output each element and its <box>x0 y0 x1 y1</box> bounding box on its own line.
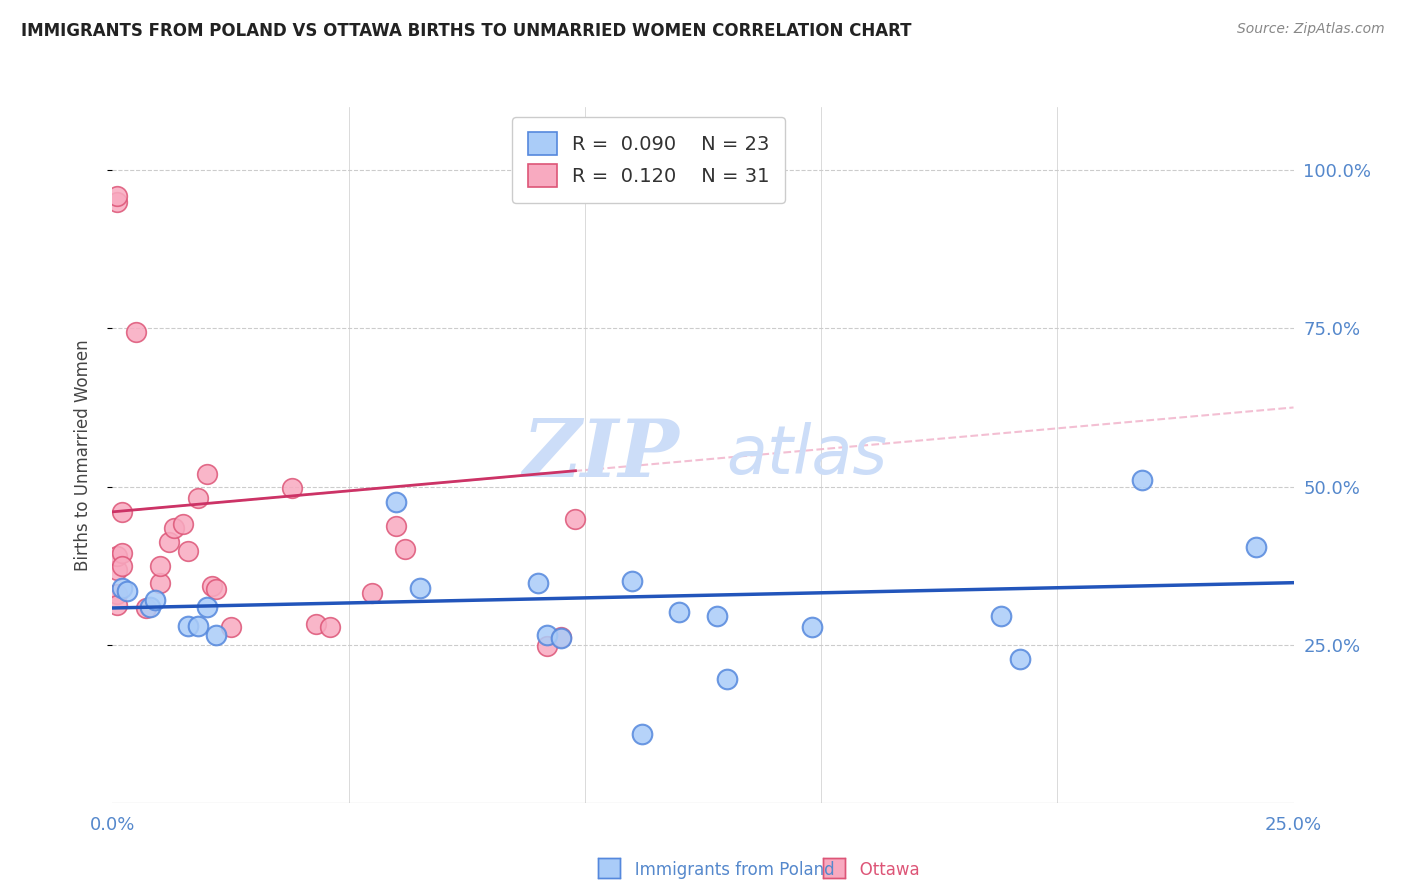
Point <box>163 521 186 535</box>
Point <box>177 618 200 632</box>
Text: Immigrants from Poland: Immigrants from Poland <box>619 861 834 879</box>
Text: atlas: atlas <box>727 422 887 488</box>
Point <box>1130 473 1153 487</box>
Point <box>550 630 572 644</box>
Point <box>219 620 242 634</box>
Point <box>105 563 128 577</box>
Point <box>186 618 208 632</box>
Point <box>135 601 157 615</box>
Point <box>105 587 128 601</box>
Point <box>111 505 134 519</box>
Point <box>536 639 558 653</box>
Point <box>111 581 134 595</box>
Point <box>319 620 342 634</box>
Point <box>143 593 166 607</box>
Point <box>361 586 384 600</box>
Point <box>394 541 416 556</box>
Point <box>105 194 128 209</box>
Point <box>105 549 128 563</box>
Point <box>195 599 218 614</box>
Point <box>139 599 162 614</box>
Y-axis label: Births to Unmarried Women: Births to Unmarried Women <box>73 339 91 571</box>
Point <box>149 558 172 573</box>
Point <box>668 605 690 619</box>
Point <box>1244 540 1267 554</box>
Point <box>550 632 572 646</box>
Point <box>149 575 172 590</box>
Point <box>536 628 558 642</box>
Point <box>186 491 208 505</box>
Point <box>564 512 586 526</box>
Point <box>205 628 228 642</box>
Point <box>990 609 1012 624</box>
Point <box>281 481 304 495</box>
Point <box>201 579 224 593</box>
Point <box>526 575 548 590</box>
Point <box>195 467 218 481</box>
Point <box>706 609 728 624</box>
Point <box>716 673 738 687</box>
Legend: R =  0.090    N = 23, R =  0.120    N = 31: R = 0.090 N = 23, R = 0.120 N = 31 <box>512 117 786 202</box>
Point <box>105 188 128 202</box>
Point <box>205 582 228 596</box>
Point <box>304 617 326 632</box>
Text: ZIP: ZIP <box>523 417 679 493</box>
Point <box>621 574 644 589</box>
Point <box>385 518 408 533</box>
Text: Ottawa: Ottawa <box>844 861 920 879</box>
Text: IMMIGRANTS FROM POLAND VS OTTAWA BIRTHS TO UNMARRIED WOMEN CORRELATION CHART: IMMIGRANTS FROM POLAND VS OTTAWA BIRTHS … <box>21 22 911 40</box>
Point <box>385 495 408 509</box>
Point <box>105 599 128 613</box>
Point <box>177 544 200 558</box>
Point <box>111 558 134 573</box>
Point <box>800 620 823 634</box>
Point <box>157 535 180 549</box>
Point <box>111 546 134 560</box>
Point <box>172 517 194 532</box>
Point <box>408 581 430 595</box>
Point <box>1008 651 1031 665</box>
Point <box>630 727 652 741</box>
Text: Source: ZipAtlas.com: Source: ZipAtlas.com <box>1237 22 1385 37</box>
Point <box>125 325 148 339</box>
Point <box>115 583 138 598</box>
